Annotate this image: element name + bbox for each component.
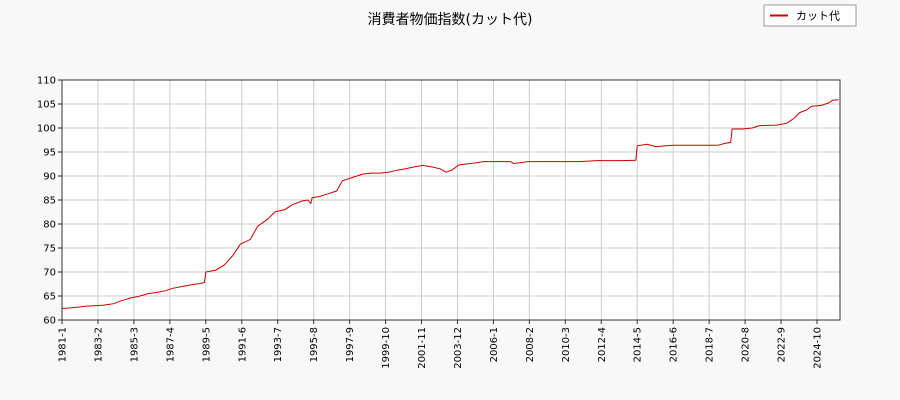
- x-tick-label: 1995-8: [309, 327, 320, 362]
- y-tick-label: 75: [43, 244, 56, 255]
- x-tick-label: 2022-9: [777, 327, 788, 362]
- x-tick-label: 1989-5: [201, 327, 212, 362]
- x-tick-label: 1981-1: [58, 327, 69, 362]
- legend-entry: カット代: [796, 10, 840, 23]
- y-tick-label: 85: [43, 196, 56, 207]
- x-tick-label: 2012-4: [597, 327, 608, 362]
- x-tick-label: 1999-10: [381, 327, 392, 369]
- y-tick-label: 70: [43, 268, 56, 279]
- series-group: [61, 99, 839, 309]
- x-tick-label: 2014-5: [633, 327, 644, 362]
- x-tick-label: 2010-3: [561, 327, 572, 362]
- x-tick-label: 1991-6: [237, 327, 248, 362]
- x-tick-label: 2001-11: [417, 327, 428, 369]
- y-tick-label: 60: [43, 316, 56, 327]
- x-tick-label: 1987-4: [165, 327, 176, 362]
- legend: カット代: [763, 4, 857, 27]
- x-tick-label: 1997-9: [345, 327, 356, 362]
- x-tick-label: 2003-12: [453, 327, 464, 369]
- y-tick-label: 95: [43, 148, 56, 159]
- y-axis: 60 65 70 75 80 85 90 95 100 105 110: [37, 76, 62, 327]
- y-tick-label: 65: [43, 292, 56, 303]
- legend-box: [763, 4, 857, 27]
- x-tick-label: 1985-3: [129, 327, 140, 362]
- x-tick-label: 2020-8: [741, 327, 752, 362]
- y-tick-label: 110: [37, 76, 56, 87]
- x-tick-label: 2008-2: [525, 327, 536, 362]
- x-tick-label: 1993-7: [273, 327, 284, 362]
- x-tick-label: 2018-7: [705, 327, 716, 362]
- x-axis: 1981-1 1983-2 1985-3 1987-4 1989-5 1991-6 1993…: [58, 320, 823, 369]
- y-tick-label: 105: [37, 100, 56, 111]
- y-tick-label: 80: [43, 220, 56, 231]
- series-line-0: [61, 99, 839, 309]
- y-tick-label: 90: [43, 172, 56, 183]
- chart-title: 消費者物価指数(カット代): [368, 12, 533, 28]
- x-tick-label: 1983-2: [93, 327, 104, 362]
- x-tick-label: 2006-1: [489, 327, 500, 362]
- x-tick-label: 2024-10: [812, 327, 823, 369]
- y-tick-label: 100: [37, 124, 56, 135]
- x-tick-label: 2016-6: [669, 327, 680, 362]
